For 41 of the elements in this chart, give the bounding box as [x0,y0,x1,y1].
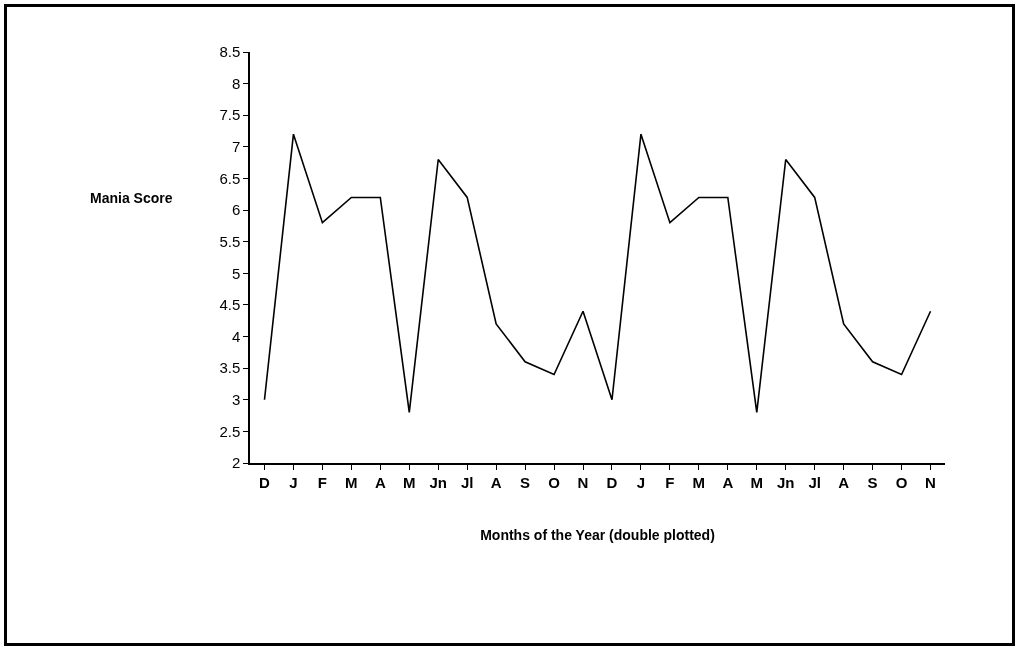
y-tick-label: 7.5 [219,106,241,124]
x-tick-label: Jn [429,473,447,491]
y-tick-label: 4 [231,327,241,345]
y-tick-label: 5 [231,264,241,282]
x-tick-label: Jl [460,473,474,491]
x-tick-label: D [259,473,271,491]
y-tick-label: 8 [231,74,241,92]
x-tick-label: J [289,473,298,491]
x-tick-label: A [722,473,734,491]
x-tick-label: J [636,473,646,491]
y-tick-label: 6.5 [219,169,241,187]
x-tick-label: M [692,473,706,491]
x-axis-title: Months of the Year (double plotted) [480,526,715,543]
x-tick-label: A [374,473,386,491]
x-tick-label: M [750,473,764,491]
x-tick-label: D [606,473,618,491]
x-tick-label: N [577,473,589,491]
y-tick-label: 2.5 [219,422,241,440]
x-tick-label: F [665,473,675,491]
x-tick-label: O [548,473,561,491]
y-tick-label: 5.5 [219,232,241,250]
x-tick-label: S [520,473,531,491]
x-tick-label: F [317,473,327,491]
y-tick-label: 7 [231,138,241,156]
x-tick-label: A [838,473,850,491]
y-tick-label: 4.5 [219,296,241,314]
x-tick-label: M [345,473,358,491]
x-tick-label: Jn [776,473,795,491]
y-tick-label: 2 [231,454,241,472]
x-tick-label: A [490,473,502,491]
x-tick-label: M [403,473,416,491]
x-tick-label: Jl [808,473,821,491]
y-tick-label: 6 [231,201,241,219]
line-series [263,133,932,414]
x-tick-label: N [925,473,936,491]
y-tick-label: 3 [231,391,241,409]
y-tick-label: 3.5 [219,359,241,377]
y-tick-label: 8.5 [219,43,241,61]
x-tick-label: S [867,473,878,491]
x-tick-label: O [895,473,908,491]
y-axis-title: Mania Score [90,190,173,206]
